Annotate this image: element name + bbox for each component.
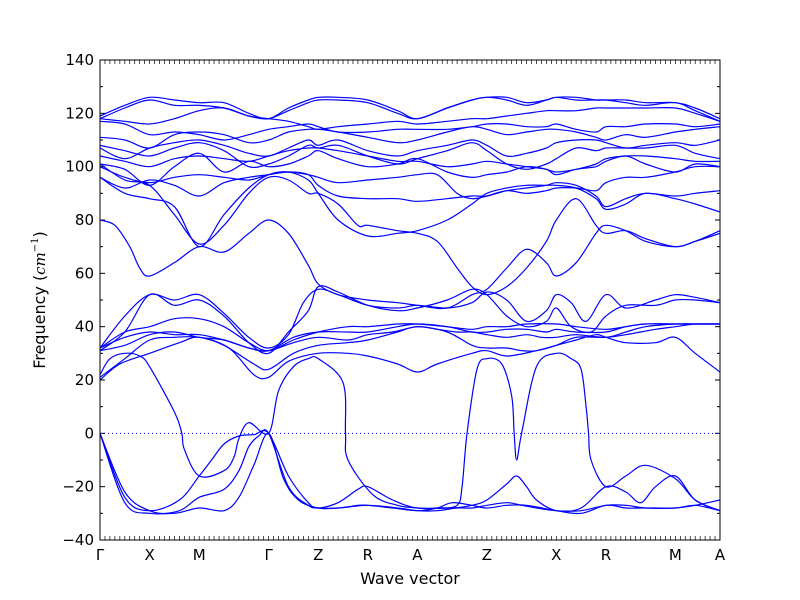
phonon-branch-7 (100, 323, 720, 352)
plot-clip-area (100, 96, 720, 515)
plot-frame (99, 59, 721, 541)
ytick-label: −40 (62, 531, 94, 549)
x-axis-label: Wave vector (360, 569, 460, 588)
phonon-branch-1 (100, 429, 720, 513)
ytick-label: 80 (75, 211, 94, 229)
phonon-branch-9 (100, 317, 720, 352)
phonon-branch-2 (100, 429, 720, 515)
phonon-branch-10 (100, 288, 720, 349)
xtick-label: Γ (96, 546, 105, 564)
ytick-labels: −40 −20 0 20 40 60 80 100 120 140 (62, 51, 94, 549)
ytick-label: 0 (84, 424, 94, 442)
phonon-branch-4 (100, 352, 720, 512)
xtick-label: M (193, 546, 206, 564)
xtick-label: R (601, 546, 611, 564)
ytick-label: 20 (75, 371, 94, 389)
xtick-label: A (715, 546, 726, 564)
y-axis-label-exponent: −1 (30, 237, 41, 252)
phonon-branch-25 (100, 96, 720, 120)
xtick-label: Z (482, 546, 492, 564)
y-axis-label-close: ) (30, 231, 49, 237)
ytick-label: 140 (65, 51, 94, 69)
phonon-branch-16 (100, 165, 720, 200)
xtick-label: X (144, 546, 154, 564)
xtick-label: R (363, 546, 373, 564)
xtick-label: X (551, 546, 561, 564)
phonon-branch-19 (100, 142, 720, 170)
phonon-branch-14 (100, 171, 720, 248)
ytick-label: −20 (62, 478, 94, 496)
phonon-branch-18 (100, 147, 720, 173)
phonon-branch-22 (100, 120, 720, 141)
phonon-branch-12 (100, 219, 720, 310)
xtick-label: Z (313, 546, 323, 564)
y-axis-label: Frequency (cm−1) (30, 231, 49, 369)
ytick-label: 60 (75, 264, 94, 282)
phonon-branch-21 (100, 126, 720, 149)
ytick-label: 120 (65, 104, 94, 122)
phonon-branch-5 (100, 334, 720, 381)
xtick-label: M (669, 546, 682, 564)
y-axis-label-main: Frequency ( (30, 275, 49, 369)
ytick-label: 40 (75, 318, 94, 336)
xtick-label: A (412, 546, 423, 564)
phonon-branch-20 (100, 139, 720, 160)
phonon-branch-3 (100, 432, 720, 515)
phonon-branch-15 (100, 171, 720, 208)
y-axis-label-unit: cm (31, 252, 49, 275)
phonon-branch-11 (100, 285, 720, 355)
ytick-label: 100 (65, 158, 94, 176)
xtick-label: Γ (264, 546, 273, 564)
phonon-branch-13 (100, 163, 720, 296)
